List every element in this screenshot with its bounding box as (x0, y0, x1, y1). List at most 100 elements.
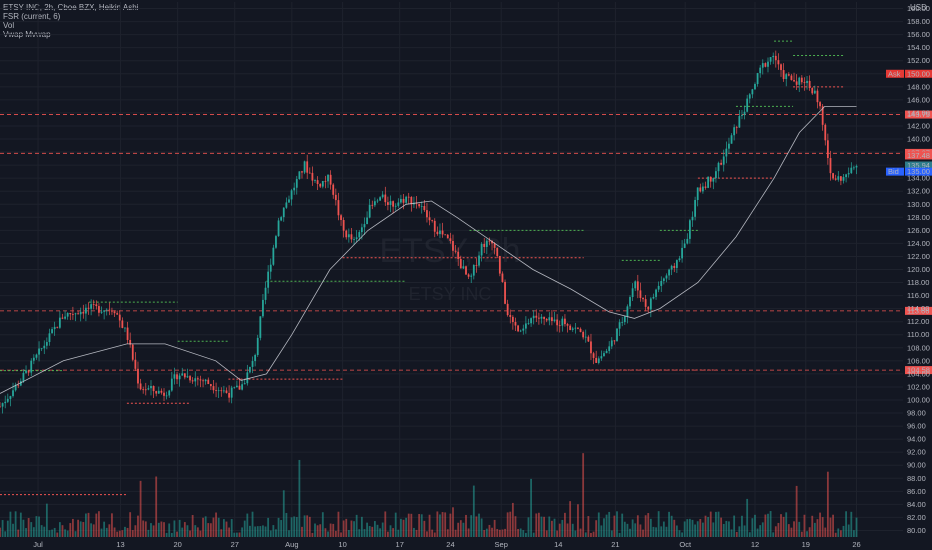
volume-bar (332, 523, 335, 537)
candle-body (439, 230, 441, 235)
candle-body (488, 240, 491, 242)
volume-bar (772, 532, 775, 537)
volume-bar (592, 531, 595, 537)
candle-body (160, 390, 163, 393)
volume-bar (413, 527, 415, 537)
volume-bar (426, 531, 428, 537)
volume-bar (618, 532, 621, 537)
candle-body (642, 297, 644, 300)
candle-body (301, 171, 303, 173)
volume-bar (540, 516, 543, 537)
candle-body (366, 217, 368, 225)
candle-body (230, 387, 233, 398)
volume-bar (662, 521, 665, 537)
price-tick-label: 108.00 (907, 343, 930, 352)
candle-body (144, 389, 147, 391)
volume-bar (761, 522, 764, 537)
volume-bar (600, 525, 603, 537)
volume-bar (470, 515, 473, 537)
candle-body (418, 203, 421, 207)
candle-body (433, 220, 436, 232)
volume-bar (262, 525, 264, 537)
volume-bar (204, 516, 207, 537)
candle-body (275, 236, 277, 248)
volume-bar (27, 518, 30, 537)
candle-body (683, 243, 686, 248)
candle-body (426, 210, 428, 218)
candle-body (38, 348, 40, 355)
candle-body (530, 318, 532, 324)
candle-body (673, 265, 676, 268)
volume-bar (337, 511, 340, 537)
candle-body (345, 230, 348, 238)
volume-bar (707, 516, 710, 537)
volume-bar (340, 532, 342, 537)
volume-bar (345, 518, 348, 537)
candle-body (621, 322, 624, 323)
volume-bar (644, 515, 647, 537)
price-tick-label: 160.00 (907, 4, 930, 13)
volume-bar (837, 528, 840, 537)
candle-body (662, 278, 665, 281)
candle-body (459, 258, 462, 269)
candle-body (152, 386, 155, 392)
volume-bar (725, 520, 728, 537)
candle-body (285, 202, 288, 208)
candle-body (43, 345, 46, 349)
price-tag-label: 135.00 (907, 167, 930, 176)
price-tag (905, 151, 932, 160)
volume-bar (621, 513, 624, 537)
candle-body (592, 353, 595, 358)
volume-bar (467, 528, 470, 537)
volume-bar (269, 530, 272, 537)
volume-bar (327, 531, 329, 537)
candle-body (668, 269, 670, 276)
volume-bar (608, 511, 611, 537)
time-tick-label: 21 (611, 540, 619, 549)
volume-bar (454, 529, 457, 537)
volume-bar (74, 531, 77, 537)
candle-body (509, 315, 512, 317)
candle-body (579, 328, 582, 332)
candle-body (267, 271, 270, 288)
volume-bar (225, 521, 228, 537)
candle-body (379, 197, 381, 201)
candle-body (277, 220, 280, 237)
volume-bar (277, 517, 280, 537)
volume-bar (652, 526, 655, 537)
candle-body (103, 310, 106, 312)
volume-bar (665, 526, 668, 537)
legend-indicator-fsr[interactable]: FSR (current, 6) (3, 12, 61, 21)
candle-body (652, 296, 655, 299)
candle-body (389, 201, 392, 205)
candle-body (436, 231, 439, 235)
candle-body (407, 196, 410, 198)
candle-body (82, 311, 85, 314)
candle-body (4, 401, 7, 404)
candle-body (183, 373, 186, 378)
volume-bar (722, 523, 725, 537)
candle-body (168, 390, 171, 396)
volume-bar (288, 530, 290, 537)
time-axis: Jul 13 20 27 Aug 10 17 24 Sep 14 21 Oct 12 19 26 (33, 540, 860, 549)
volume-bar (623, 521, 626, 537)
volume-bar (321, 512, 324, 537)
volume-bar (423, 520, 426, 537)
candle-body (157, 390, 160, 394)
volume-bar (387, 531, 389, 537)
volume-bar (118, 530, 121, 537)
volume-bar (485, 528, 488, 537)
candle-body (564, 318, 566, 325)
candle-body (217, 390, 220, 392)
volume-bar (631, 519, 634, 537)
candle-body (457, 251, 460, 259)
candle-body (819, 102, 821, 107)
candle-body (493, 243, 496, 248)
legend-symbol[interactable]: ETSY INC, 2h, Cboe BZX, Heikin Ashi (3, 3, 139, 12)
volume-bar (457, 522, 460, 537)
candle-body (176, 374, 178, 380)
legend-indicator-vol[interactable]: Vol (3, 21, 15, 30)
volume-bar (191, 515, 194, 537)
volume-bar (324, 528, 327, 537)
